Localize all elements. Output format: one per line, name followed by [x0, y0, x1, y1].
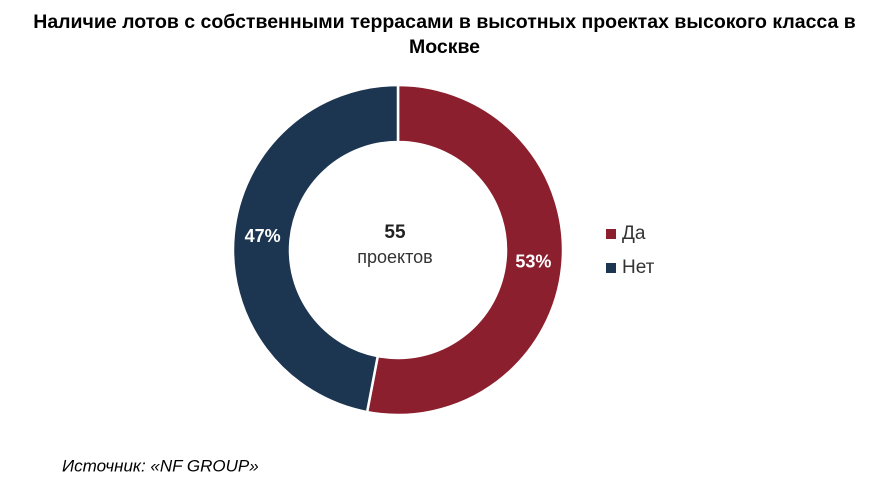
center-label: проектов	[357, 247, 432, 267]
legend-label: Да	[622, 223, 646, 244]
source: Источник: «NF GROUP»	[62, 456, 259, 475]
legend-swatch	[606, 229, 616, 239]
legend-label: Нет	[622, 257, 655, 278]
donut-slice	[365, 83, 565, 417]
data-label: 47%	[245, 226, 281, 246]
legend-swatch	[606, 263, 616, 273]
data-label: 53%	[515, 252, 551, 272]
center-value: 55	[384, 222, 406, 243]
chart-title: Наличие лотов с собственными террасами в…	[33, 11, 856, 58]
donut-slice	[231, 83, 400, 414]
